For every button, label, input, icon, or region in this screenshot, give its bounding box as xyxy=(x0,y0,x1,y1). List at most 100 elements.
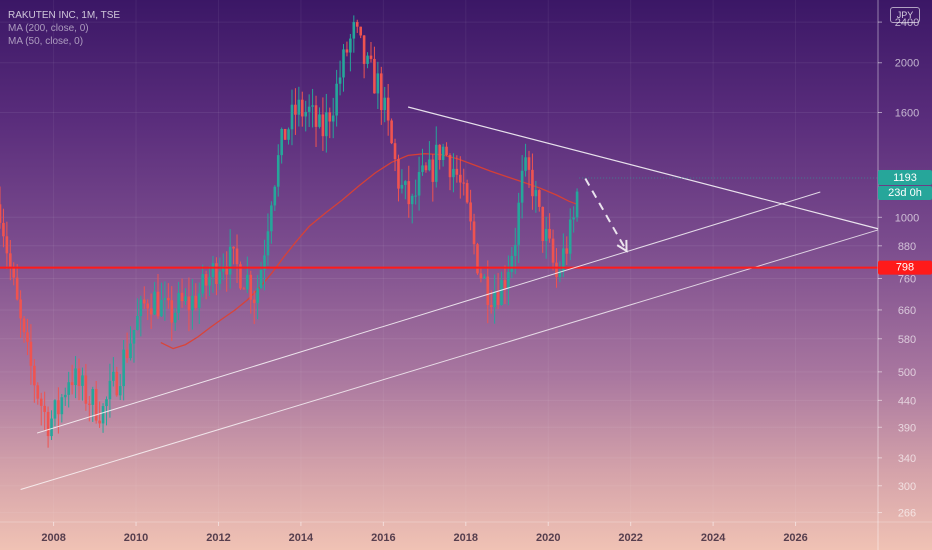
y-tick-label: 760 xyxy=(898,273,916,285)
candle-body-down xyxy=(39,398,43,406)
candle-body-down xyxy=(146,303,150,309)
candle-body-up xyxy=(50,418,53,437)
candle-body-down xyxy=(479,273,483,279)
candle-body-up xyxy=(400,184,404,189)
candle-body-up xyxy=(544,228,548,241)
candle-body-down xyxy=(125,349,129,359)
candle-body-down xyxy=(386,97,390,121)
candle-body-up xyxy=(441,146,445,160)
candles xyxy=(0,15,579,448)
symbol-title: RAKUTEN INC, 1M, TSE xyxy=(8,10,121,21)
candle-body-down xyxy=(283,128,287,140)
candle-body-down xyxy=(548,228,551,239)
candle-body-up xyxy=(74,368,77,386)
candle-body-down xyxy=(373,58,376,94)
candle-body-up xyxy=(428,159,431,171)
candle-body-up xyxy=(534,190,538,197)
candle-body-down xyxy=(321,114,325,137)
candle-body-down xyxy=(465,183,469,203)
candle-body-up xyxy=(290,104,294,130)
candle-body-down xyxy=(194,295,198,308)
x-tick-label: 2020 xyxy=(536,532,560,544)
candle-body-down xyxy=(33,365,36,386)
candle-body-down xyxy=(252,299,256,304)
candle-body-up xyxy=(338,77,342,84)
triangle-lower-line xyxy=(36,191,821,434)
x-tick-label: 2024 xyxy=(701,532,726,544)
candle-body-up xyxy=(201,274,204,294)
candle-body-down xyxy=(26,332,29,342)
candle-body-down xyxy=(249,274,253,300)
candle-body-up xyxy=(331,115,335,122)
countdown-badge-bg xyxy=(878,185,932,200)
candle-body-down xyxy=(438,144,441,160)
candle-body-down xyxy=(489,305,493,308)
candle-body-up xyxy=(122,349,125,387)
level-badge: 798 xyxy=(896,262,914,274)
candle-body-down xyxy=(149,308,153,315)
candle-body-up xyxy=(184,296,187,302)
candle-body-down xyxy=(345,49,349,53)
candle-body-down xyxy=(531,169,534,197)
candle-body-up xyxy=(280,128,283,156)
y-tick-label: 1600 xyxy=(895,108,919,120)
candle-body-up xyxy=(421,165,424,173)
candle-body-down xyxy=(359,26,362,36)
candle-body-down xyxy=(215,263,218,285)
candle-body-up xyxy=(568,219,572,254)
candle-body-down xyxy=(70,382,74,386)
candle-body-up xyxy=(263,255,266,270)
ma-200-line xyxy=(160,153,578,350)
candle-body-up xyxy=(524,157,527,171)
projection-arrow-head xyxy=(616,239,628,253)
candle-body-down xyxy=(88,403,91,405)
candle-body-down xyxy=(15,277,19,300)
candle-body-up xyxy=(304,111,308,117)
candle-body-up xyxy=(493,292,496,308)
candle-body-down xyxy=(0,204,2,223)
candle-body-up xyxy=(572,217,575,220)
candle-body-up xyxy=(276,155,280,187)
candle-body-down xyxy=(142,299,146,304)
candle-body-down xyxy=(36,385,40,399)
outer-support-line xyxy=(20,229,879,490)
candle-body-down xyxy=(314,105,318,127)
candle-body-up xyxy=(434,144,438,182)
candle-body-up xyxy=(414,195,417,197)
candle-body-up xyxy=(507,272,510,289)
candle-body-down xyxy=(431,159,435,182)
candle-body-down xyxy=(77,368,81,386)
candle-body-down xyxy=(46,411,50,437)
candle-body-up xyxy=(452,168,455,178)
candle-body-up xyxy=(53,400,57,419)
candle-body-down xyxy=(448,155,452,178)
currency-button[interactable]: JPY xyxy=(890,7,920,23)
candle-body-up xyxy=(270,205,273,232)
y-tick-label: 880 xyxy=(898,241,916,253)
level-badge-bg xyxy=(878,260,932,275)
candle-body-up xyxy=(153,291,156,315)
candle-body-up xyxy=(404,181,407,185)
candle-body-down xyxy=(407,181,411,205)
candle-body-down xyxy=(94,389,98,421)
candle-body-up xyxy=(101,406,105,424)
candle-body-down xyxy=(424,165,428,171)
candle-body-up xyxy=(160,299,163,317)
candle-body-up xyxy=(297,99,301,115)
candle-body-up xyxy=(266,231,270,256)
candle-body-down xyxy=(565,248,569,254)
candle-body-down xyxy=(445,146,448,156)
candle-body-up xyxy=(366,55,369,64)
candle-body-up xyxy=(118,386,122,396)
candle-body-down xyxy=(458,174,462,183)
x-tick-label: 2010 xyxy=(124,532,148,544)
candle-body-up xyxy=(246,274,249,290)
candle-body-down xyxy=(29,341,33,366)
grid-layer xyxy=(0,0,878,522)
candle-body-up xyxy=(221,266,225,272)
candle-body-up xyxy=(108,380,112,400)
x-tick-label: 2026 xyxy=(783,532,807,544)
support-lines xyxy=(20,229,879,490)
candle-body-down xyxy=(486,276,490,306)
